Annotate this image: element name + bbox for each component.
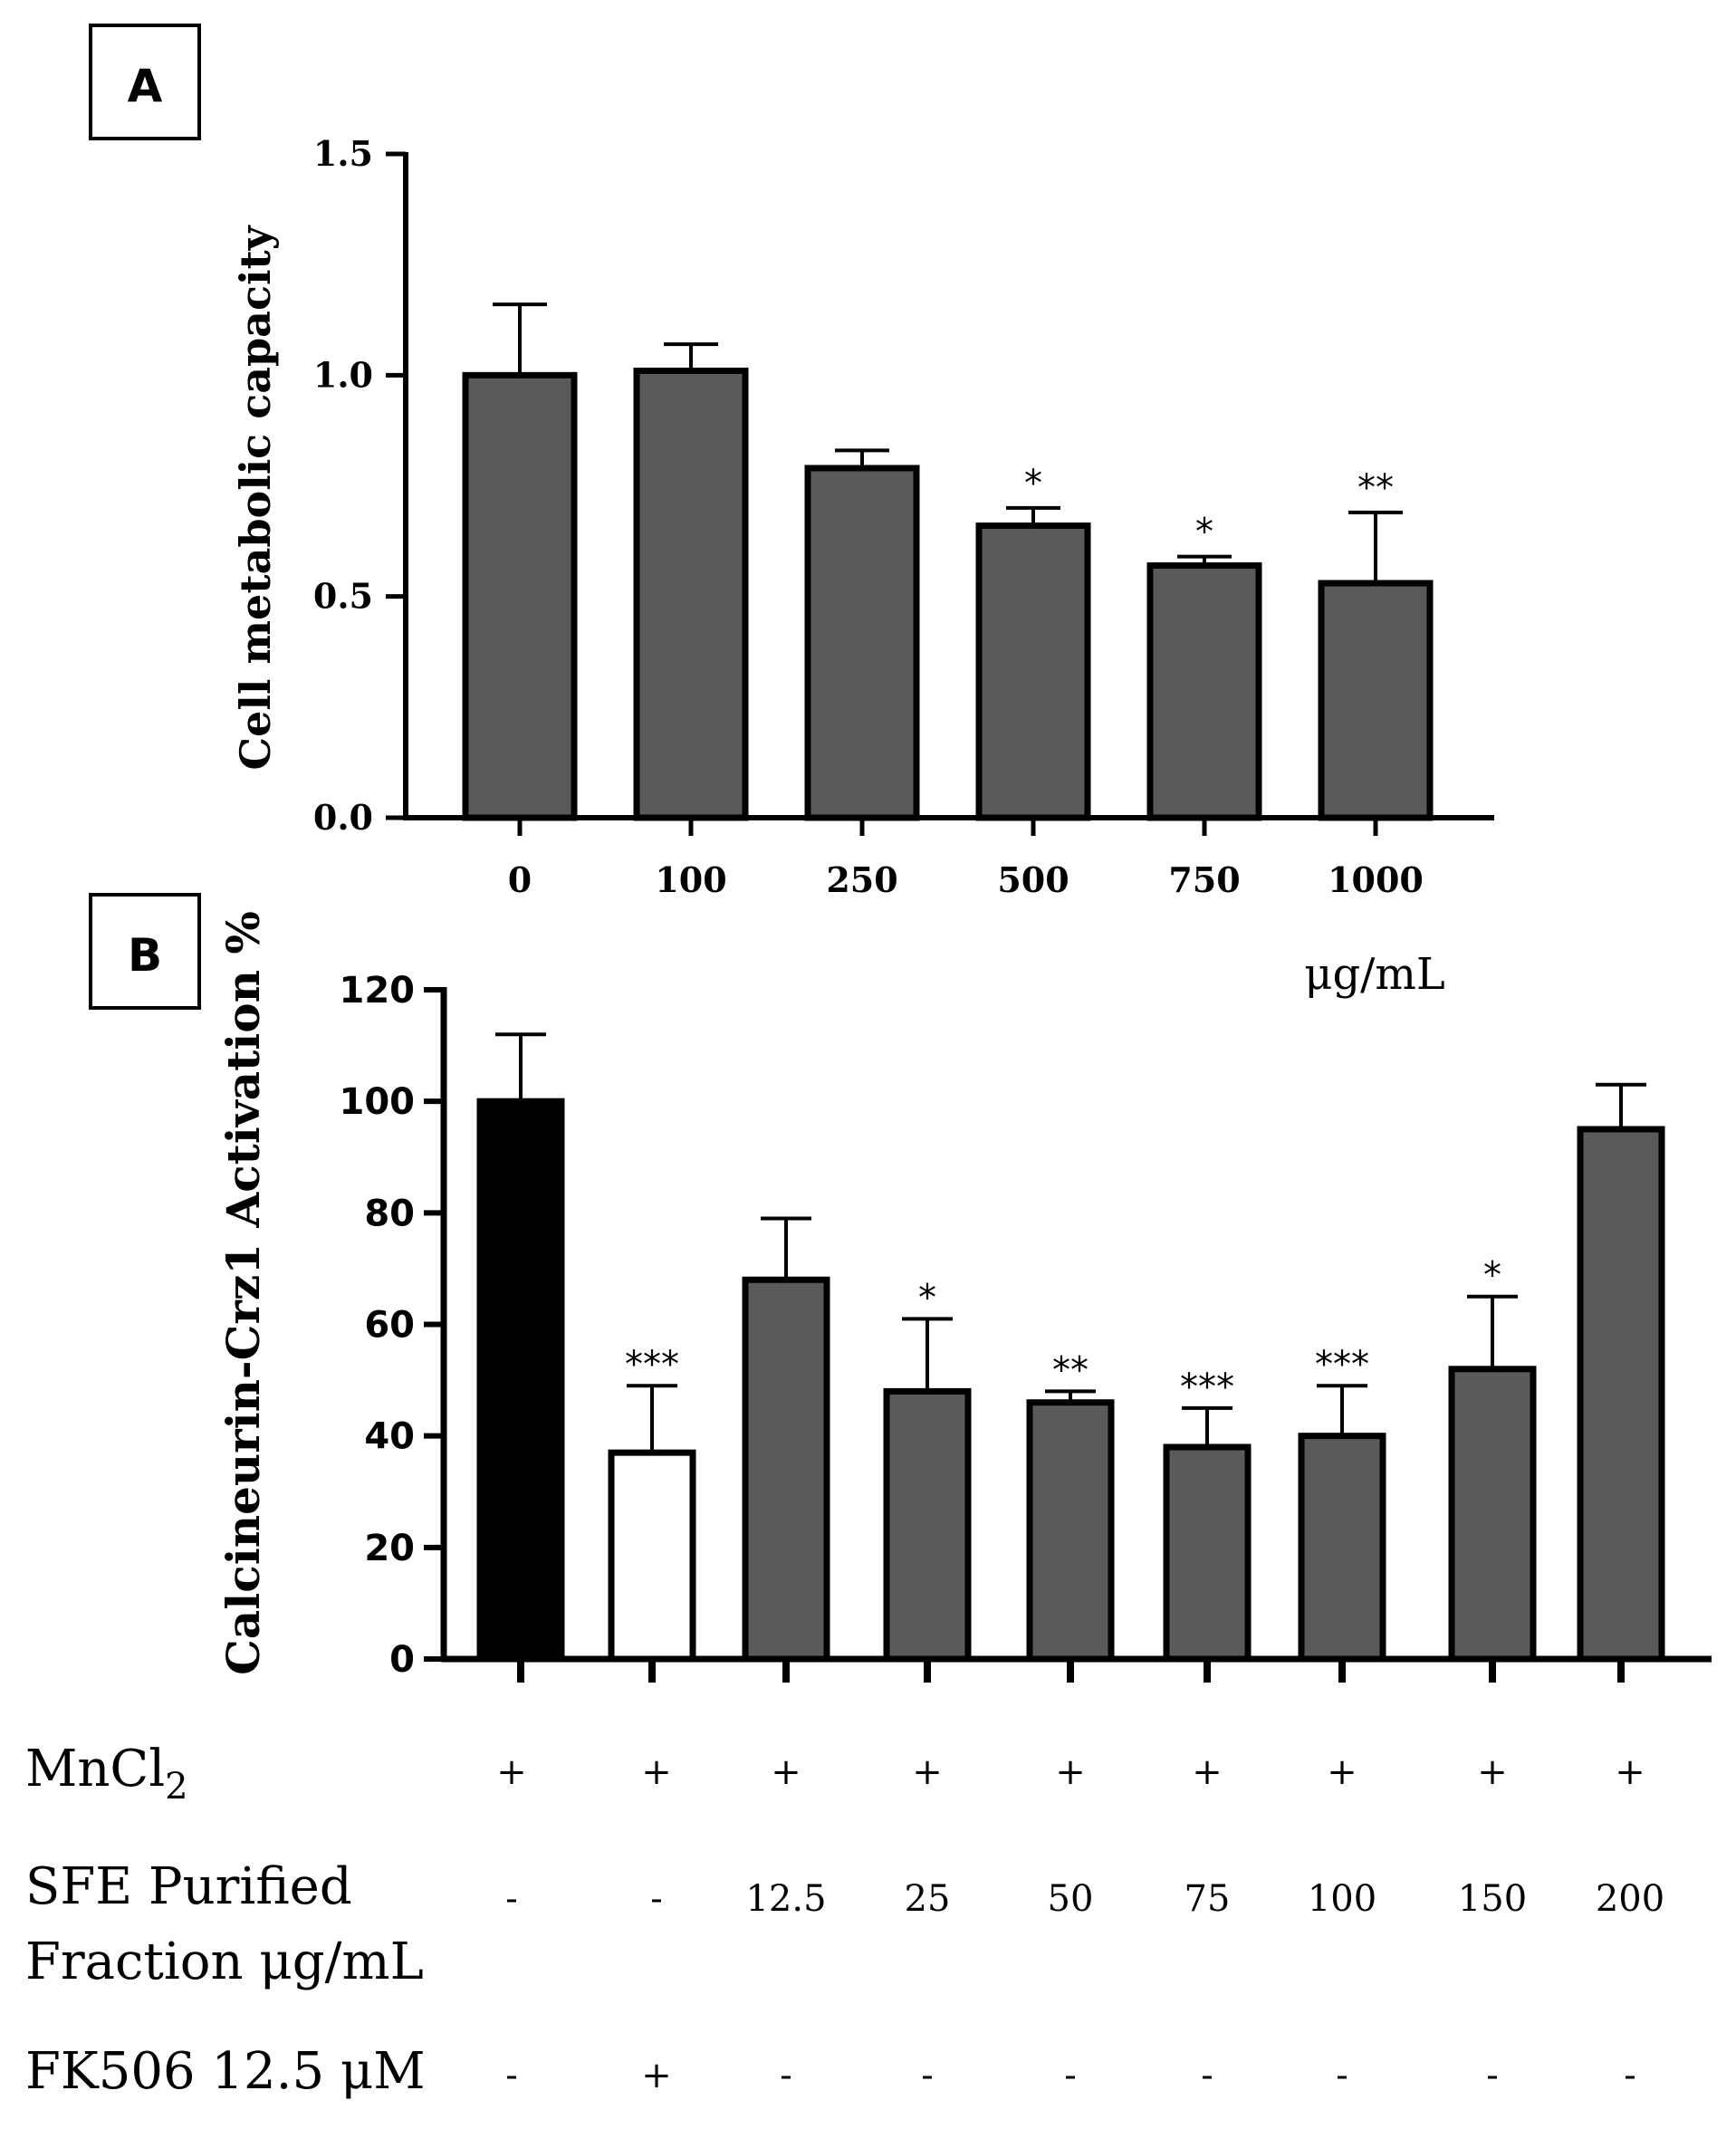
panel-b-bar [1163, 1443, 1252, 1663]
panel-b-bar [608, 1449, 696, 1663]
fk506-value: - [1624, 2055, 1636, 2096]
sfe-value: 100 [1308, 1878, 1376, 1920]
panel-b-bars: ****** ******* [476, 1032, 1665, 1663]
mncl2-value: + [1615, 1751, 1645, 1793]
panel-b-y-tick-label: 80 [364, 1193, 415, 1234]
sfe-row-label-line2: Fraction μg/mL [25, 1932, 424, 1991]
fk506-value: + [641, 2055, 672, 2096]
panel-a-x-tick-label: 100 [655, 859, 726, 900]
fk506-value: - [1486, 2055, 1499, 2096]
panel-a-y-tick-label: 1.5 [313, 133, 373, 174]
panel-a-significance-label: * [1195, 512, 1213, 553]
sfe-value: 150 [1458, 1878, 1527, 1920]
fk506-row-label: FK506 12.5 μM [25, 2042, 426, 2101]
panel-a-x-tick-label: 750 [1168, 859, 1240, 900]
mncl2-value: + [771, 1751, 801, 1793]
panel-b-y-axis-title: Calcineurin-Crz1 Activation % [216, 911, 270, 1675]
mncl2-value: + [1477, 1751, 1508, 1793]
panel-a-bar [462, 371, 578, 821]
sfe-value: - [650, 1878, 663, 1920]
panel-b-bar [1298, 1433, 1386, 1663]
sfe-value: 25 [905, 1878, 951, 1920]
fk506-value: - [505, 2055, 518, 2096]
panel-b-condition-values: + + + + + + + + + - - 12.5 25 50 75 100 150 200 - + - - - - - - - [496, 1751, 1664, 2096]
panel-a-y-tick-label: 1.0 [313, 354, 373, 395]
panel-a-x-tick-label: 1000 [1328, 859, 1424, 900]
sfe-row-label-line1: SFE Purified [25, 1857, 352, 1916]
mncl2-value: + [641, 1751, 672, 1793]
panel-b-significance-label: * [1483, 1255, 1501, 1297]
fk506-value: - [1201, 2055, 1213, 2096]
panel-b-bar [476, 1098, 565, 1663]
panel-a-y-tick-label: 0.5 [313, 576, 373, 617]
panel-b-bar [1577, 1126, 1665, 1663]
panel-b-bar [1448, 1366, 1537, 1663]
sfe-value: 50 [1048, 1878, 1094, 1920]
mncl2-value: + [1327, 1751, 1357, 1793]
sfe-value: 12.5 [745, 1878, 826, 1920]
panel-b-bar [742, 1276, 830, 1663]
panel-a-bar [975, 522, 1091, 821]
panel-b-bar [883, 1387, 972, 1663]
panel-a-bar [1318, 580, 1434, 821]
panel-a-label: A [89, 24, 201, 140]
fk506-value: - [780, 2055, 792, 2096]
mncl2-value: + [912, 1751, 943, 1793]
panel-b-label: B [89, 893, 201, 1010]
panel-a-x-unit: μg/mL [1304, 949, 1444, 1000]
panel-b-bar [1026, 1399, 1115, 1663]
sfe-value: 200 [1596, 1878, 1664, 1920]
panel-b-y-tick-label: 120 [340, 970, 416, 1012]
panel-b-tick-labels: 0 20 40 60 80 100 120 [340, 970, 416, 1681]
sfe-value: - [505, 1878, 518, 1920]
panel-a-bars: **** [462, 302, 1434, 821]
panel-a-tick-labels: 0.0 0.5 1.0 1.5 0 100 250 500 750 1000 [313, 133, 1424, 900]
mncl2-row-label: MnCl2 [25, 1740, 188, 1808]
panel-b-significance-label: *** [625, 1344, 679, 1386]
panel-a-x-tick-label: 250 [826, 859, 897, 900]
panel-a-significance-label: * [1024, 463, 1042, 504]
panel-b-significance-label: *** [1315, 1344, 1369, 1386]
panel-a-bar [1146, 561, 1262, 821]
panel-b-y-tick-label: 40 [364, 1416, 415, 1458]
panel-a-significance-label: ** [1357, 467, 1394, 509]
fk506-value: - [921, 2055, 934, 2096]
svg-text:A: A [128, 60, 163, 112]
panel-b-significance-label: *** [1180, 1367, 1234, 1408]
panel-a-bar [804, 465, 920, 821]
panel-a-x-tick-label: 500 [997, 859, 1069, 900]
mncl2-value: + [1055, 1751, 1086, 1793]
panel-b-significance-label: ** [1052, 1349, 1089, 1391]
panel-b-significance-label: * [918, 1277, 936, 1319]
panel-b-y-tick-label: 100 [340, 1081, 416, 1123]
panel-b-y-tick-label: 20 [364, 1528, 415, 1569]
fk506-value: - [1064, 2055, 1077, 2096]
panel-b-y-tick-label: 0 [389, 1639, 415, 1681]
sfe-value: 75 [1185, 1878, 1231, 1920]
svg-text:B: B [128, 929, 162, 982]
fk506-value: - [1336, 2055, 1348, 2096]
panel-a-x-tick-label: 0 [508, 859, 532, 900]
panel-a-bar [633, 367, 749, 821]
mncl2-value: + [496, 1751, 527, 1793]
panel-a-y-tick-label: 0.0 [313, 797, 373, 838]
mncl2-value: + [1192, 1751, 1223, 1793]
panel-b-y-tick-label: 60 [364, 1305, 415, 1347]
panel-a-y-axis-title: Cell metabolic capacity [231, 225, 280, 770]
